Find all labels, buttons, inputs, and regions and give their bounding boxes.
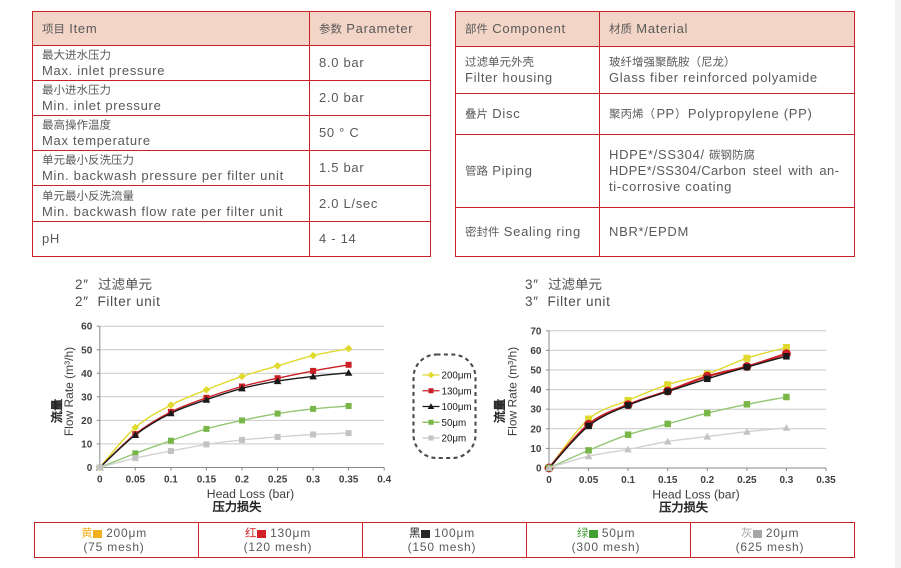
svg-text:Flow Rate (m³/h): Flow Rate (m³/h): [62, 347, 76, 436]
svg-text:40: 40: [81, 369, 93, 380]
svg-text:200μm: 200μm: [441, 370, 471, 381]
svg-text:70: 70: [530, 326, 542, 337]
svg-text:0.35: 0.35: [339, 475, 359, 486]
svg-text:20μm: 20μm: [441, 433, 466, 444]
svg-text:0: 0: [546, 475, 552, 486]
svg-text:0.4: 0.4: [377, 475, 391, 486]
svg-text:50: 50: [530, 366, 542, 377]
svg-text:0.1: 0.1: [621, 475, 635, 486]
svg-text:2″: 2″: [75, 277, 89, 292]
svg-text:0.25: 0.25: [737, 475, 757, 486]
svg-text:50: 50: [81, 345, 93, 356]
svg-text:30: 30: [530, 405, 542, 416]
svg-text:Head Loss (bar): Head Loss (bar): [207, 487, 294, 501]
svg-text:Head Loss (bar): Head Loss (bar): [652, 488, 739, 502]
svg-text:100μm: 100μm: [441, 402, 471, 413]
svg-text:40: 40: [530, 385, 542, 396]
svg-text:10: 10: [81, 439, 93, 450]
svg-text:0.2: 0.2: [235, 475, 249, 486]
svg-text:0: 0: [536, 464, 542, 475]
svg-text:10: 10: [530, 444, 542, 455]
svg-text:3″: 3″: [525, 277, 539, 292]
svg-text:0.2: 0.2: [700, 475, 714, 486]
svg-text:2″ Filter unit: 2″ Filter unit: [75, 294, 161, 309]
svg-text:Flow Rate (m³/h): Flow Rate (m³/h): [506, 347, 520, 436]
svg-text:50μm: 50μm: [441, 417, 466, 428]
svg-text:0: 0: [87, 463, 93, 474]
svg-text:0: 0: [97, 475, 103, 486]
svg-text:0.35: 0.35: [816, 475, 836, 486]
svg-text:0.1: 0.1: [164, 475, 178, 486]
svg-text:0.05: 0.05: [579, 475, 599, 486]
svg-text:0.3: 0.3: [306, 475, 320, 486]
svg-text:20: 20: [530, 424, 542, 435]
svg-text:30: 30: [81, 392, 93, 403]
svg-text:60: 60: [530, 346, 542, 357]
svg-text:0.3: 0.3: [779, 475, 793, 486]
svg-text:0.15: 0.15: [197, 475, 217, 486]
svg-text:20: 20: [81, 416, 93, 427]
svg-text:0.25: 0.25: [268, 475, 288, 486]
svg-text:130μm: 130μm: [441, 386, 471, 397]
svg-text:0.05: 0.05: [126, 475, 146, 486]
svg-text:60: 60: [81, 322, 93, 333]
svg-text:3″ Filter unit: 3″ Filter unit: [525, 294, 611, 309]
svg-text:0.15: 0.15: [658, 475, 678, 486]
